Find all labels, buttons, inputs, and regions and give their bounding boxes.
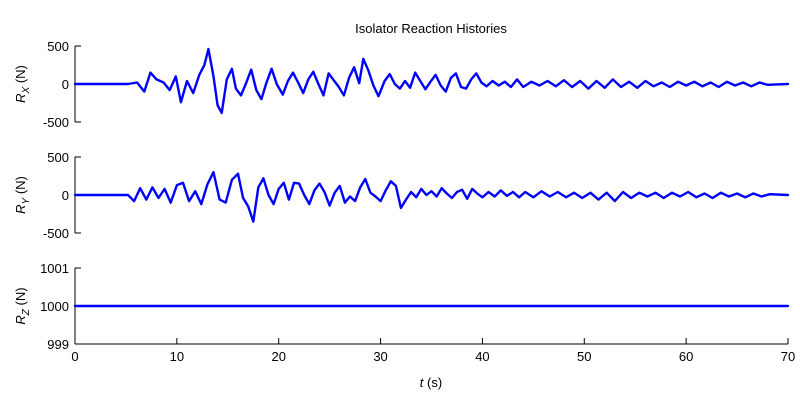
y-axis-label-unit: (N) [13, 287, 28, 309]
y-tick-label-rz: 1000 [40, 299, 69, 314]
x-axis-label-unit: (s) [423, 375, 442, 390]
x-tick-label: 60 [679, 349, 693, 364]
y-axis-label-base: R [13, 93, 28, 102]
x-tick-label: 70 [781, 349, 795, 364]
subplot-rx: -500 0 500 RX (N) [13, 39, 790, 130]
y-tick-label-ry: 500 [47, 150, 69, 165]
y-axis-label-unit: (N) [13, 176, 28, 198]
x-tick-label: 10 [170, 349, 184, 364]
x-tick-label: 40 [475, 349, 489, 364]
y-axis-label-rx: RX (N) [13, 65, 32, 103]
y-tick-label-rx: 500 [47, 39, 69, 54]
y-axis-label-sub: Z [21, 308, 32, 316]
series-line-ry [73, 170, 790, 223]
y-axis-label-base: R [13, 315, 28, 324]
y-axis-label-unit: (N) [13, 65, 28, 87]
y-axis-label-rz: RZ (N) [13, 287, 32, 324]
y-tick-label-ry: 0 [62, 188, 69, 203]
y-tick-label-ry: -500 [43, 226, 69, 241]
y-tick-label-rx: -500 [43, 115, 69, 130]
y-axis-label-sub: X [21, 86, 32, 94]
chart-title: Isolator Reaction Histories [355, 21, 507, 36]
x-tick-label: 50 [577, 349, 591, 364]
y-tick-label-rx: 0 [62, 77, 69, 92]
plot-area-rx [75, 46, 788, 122]
y-axis-label-base: R [13, 204, 28, 213]
series-line-rx [73, 47, 790, 115]
y-axis-label-ry: RY (N) [13, 176, 32, 214]
x-tick-label: 20 [271, 349, 285, 364]
subplot-rz: 999 1000 1001 0 10 20 30 40 50 60 70 RZ (N) [13, 261, 795, 364]
y-tick-label-rz: 1001 [40, 261, 69, 276]
x-axis-label-var: t [420, 375, 425, 390]
subplot-ry: -500 0 500 RY (N) [13, 150, 790, 241]
x-tick-label: 30 [373, 349, 387, 364]
x-tick-label: 0 [71, 349, 78, 364]
x-axis-label: t (s) [420, 375, 442, 390]
y-axis-label-sub: Y [21, 196, 32, 204]
y-tick-label-rz: 999 [47, 337, 69, 352]
